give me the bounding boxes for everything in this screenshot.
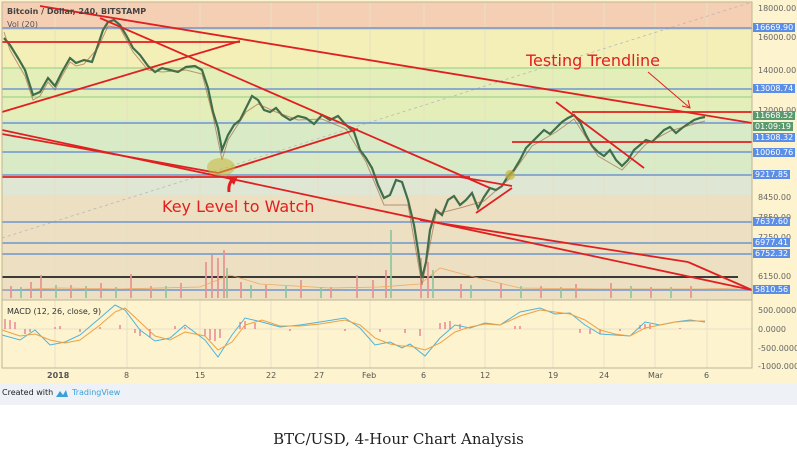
x-tick-27: 27	[314, 371, 325, 380]
tick-8450: 8450.00	[758, 193, 792, 202]
badge-10060: 10060.76	[753, 148, 796, 157]
badge-16669: 16669.90	[753, 23, 796, 32]
badge-6977: 6977.41	[753, 238, 791, 247]
tick-16000: 16000.00	[758, 33, 797, 42]
badge-last-price: 11668.52	[753, 111, 796, 120]
tick-18000: 18000.00	[758, 4, 797, 13]
x-tick-6-mar: 6	[704, 371, 710, 380]
macd-pane	[1, 299, 752, 358]
tradingview-link[interactable]: TradingView	[72, 388, 121, 397]
x-tick-19: 19	[548, 371, 559, 380]
symbol-title: Bitcoin / Dollar, 240, BITSTAMP	[7, 7, 147, 16]
macd-tick-500: 500.0000	[758, 306, 797, 315]
badge-11308: 11308.32	[753, 133, 796, 142]
x-tick-24: 24	[599, 371, 610, 380]
tick-6150: 6150.00	[758, 272, 792, 281]
arrow-to-trendline	[647, 71, 691, 109]
breakout-highlight	[505, 170, 515, 180]
tick-14000: 14000.00	[758, 66, 797, 75]
footer-bar: Created with TradingView	[0, 383, 797, 405]
key-level-highlight	[207, 158, 235, 176]
time-axis[interactable]: 2018 8 15 22 27 Feb 6 12 19 24 Mar 6	[0, 368, 752, 383]
x-tick-feb: Feb	[362, 371, 377, 380]
badge-6752: 6752.32	[753, 249, 791, 258]
created-with-label: Created with	[2, 388, 54, 397]
macd-tick-neg1000: -1000.0000	[758, 362, 797, 371]
badge-5810: 5810.56	[753, 285, 791, 294]
x-tick-8: 8	[124, 371, 130, 380]
testing-trendline-annotation: Testing Trendline	[526, 51, 660, 70]
volume-label: Vol (20)	[7, 20, 38, 29]
figure-caption: BTC/USD, 4-Hour Chart Analysis	[273, 430, 524, 448]
chart-canvas[interactable]	[0, 0, 797, 383]
macd-tick-0: 0.0000	[758, 325, 786, 334]
x-tick-mar: Mar	[648, 371, 664, 380]
x-tick-2018: 2018	[47, 371, 70, 380]
x-tick-6: 6	[421, 371, 427, 380]
x-tick-15: 15	[195, 371, 206, 380]
macd-tick-neg500: -500.0000	[758, 344, 797, 353]
badge-9217: 9217.85	[753, 170, 791, 179]
x-tick-22: 22	[266, 371, 277, 380]
sr-levels	[2, 27, 752, 291]
badge-7637: 7637.60	[753, 217, 791, 226]
tick-7250: 7250.00	[758, 233, 791, 242]
badge-13008: 13008.74	[753, 84, 796, 93]
x-tick-12: 12	[480, 371, 491, 380]
grid	[2, 2, 752, 368]
tick-12000: 12000.00	[758, 106, 796, 115]
volume-bars	[1, 230, 739, 298]
arrow-to-key-level	[227, 176, 238, 193]
badge-countdown: 01:09:19	[753, 122, 793, 131]
tradingview-logo-icon[interactable]	[55, 387, 69, 399]
macd-label: MACD (12, 26, close, 9)	[7, 307, 102, 316]
key-level-annotation: Key Level to Watch	[162, 197, 315, 216]
chart-frame: 18000.00 16000.00 14000.00 12000.00 8450…	[0, 0, 797, 383]
